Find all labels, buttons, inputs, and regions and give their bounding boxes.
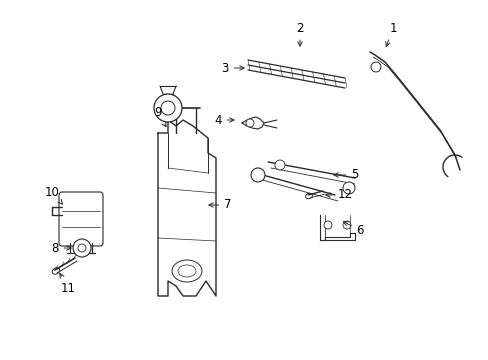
Text: 10: 10 — [44, 185, 62, 204]
Text: 9: 9 — [154, 107, 166, 127]
Ellipse shape — [172, 260, 202, 282]
Circle shape — [245, 119, 253, 127]
Ellipse shape — [52, 268, 60, 274]
Circle shape — [78, 244, 86, 252]
Text: 4: 4 — [214, 113, 234, 126]
Text: 12: 12 — [325, 189, 352, 202]
Circle shape — [154, 94, 182, 122]
Text: 6: 6 — [343, 222, 363, 237]
Ellipse shape — [178, 265, 196, 277]
FancyBboxPatch shape — [59, 192, 103, 246]
Text: 1: 1 — [385, 22, 396, 46]
Text: 5: 5 — [333, 168, 358, 181]
Circle shape — [324, 221, 331, 229]
Circle shape — [161, 101, 175, 115]
Circle shape — [73, 239, 91, 257]
Text: 7: 7 — [208, 198, 231, 211]
Text: 3: 3 — [221, 62, 244, 75]
Circle shape — [250, 168, 264, 182]
Circle shape — [274, 160, 285, 170]
Text: 2: 2 — [296, 22, 303, 46]
Circle shape — [342, 221, 350, 229]
Circle shape — [342, 182, 354, 194]
Ellipse shape — [305, 193, 312, 199]
Circle shape — [370, 62, 380, 72]
Text: 11: 11 — [60, 273, 75, 294]
Text: 8: 8 — [51, 242, 71, 255]
